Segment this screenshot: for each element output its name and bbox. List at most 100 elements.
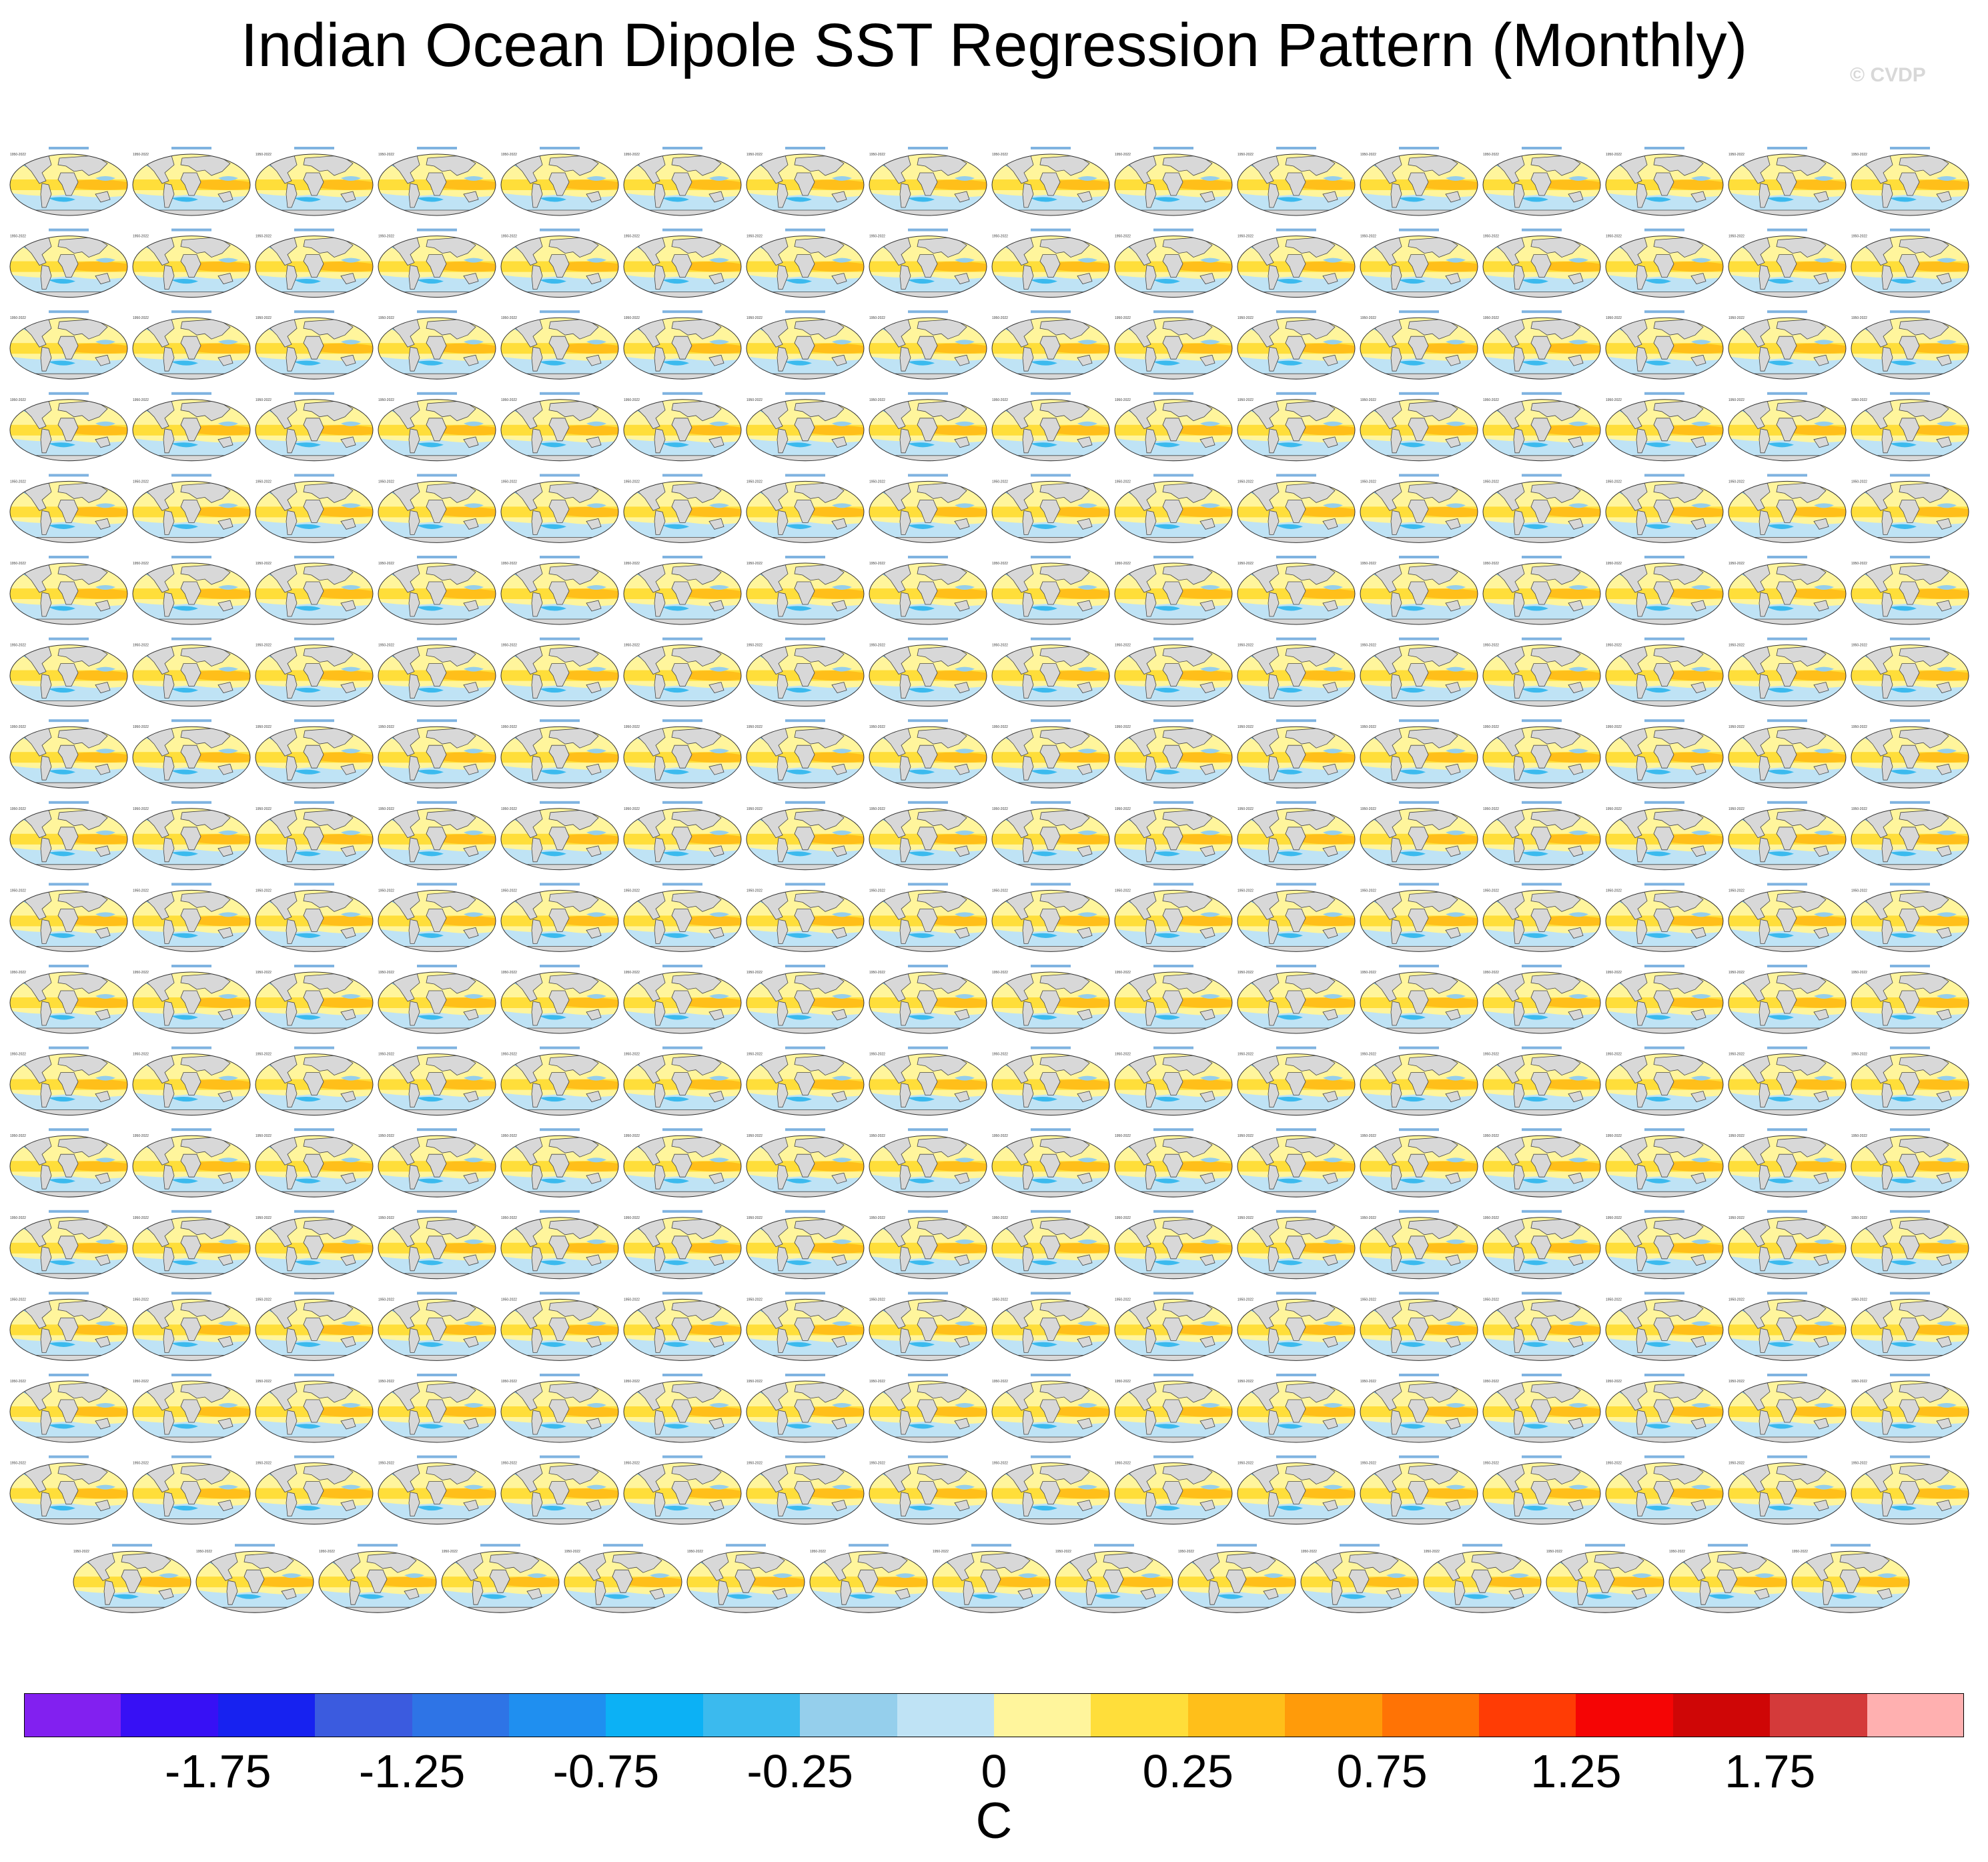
map-panel: [1115, 801, 1232, 870]
map-panel: [1851, 229, 1969, 298]
map-panel: [869, 883, 987, 951]
map-panel: [10, 556, 127, 624]
map-panel: [624, 1047, 741, 1115]
map-panel: [1483, 965, 1600, 1033]
map-panel: [256, 1210, 373, 1279]
map-panel: [501, 1210, 618, 1279]
map-panel: [1483, 474, 1600, 542]
map-panel: [10, 1047, 127, 1115]
map-panel: [747, 474, 864, 542]
map-panel: [1424, 1544, 1541, 1612]
map-panel: [624, 638, 741, 707]
map-panel: [1237, 1210, 1355, 1279]
colorbar-tick-label: -1.25: [358, 1745, 466, 1797]
map-panel: [1483, 229, 1600, 298]
colorbar-segment: [800, 1693, 898, 1737]
colorbar-segment: [1770, 1693, 1868, 1737]
map-panel: [10, 883, 127, 951]
map-panel: [1728, 229, 1846, 298]
map-panel: [1360, 1292, 1478, 1360]
map-panel: [992, 392, 1109, 461]
map-panel: [869, 310, 987, 379]
map-panel: [869, 1128, 987, 1197]
map-panel: [869, 1456, 987, 1524]
map-panel: [869, 1047, 987, 1115]
map-panel: [1360, 392, 1478, 461]
map-panel: [747, 719, 864, 788]
map-panel: [501, 1292, 618, 1360]
map-panel: [501, 1374, 618, 1442]
map-panel: [1606, 1210, 1723, 1279]
colorbar-tick-label: 0.75: [1336, 1745, 1428, 1797]
map-panel: [10, 310, 127, 379]
map-panel: [992, 1047, 1109, 1115]
map-panel: [1360, 229, 1478, 298]
map-panel: [1851, 147, 1969, 215]
map-panel: [1237, 229, 1355, 298]
map-panel: [747, 1210, 864, 1279]
map-panel: [1237, 1292, 1355, 1360]
map-panel: [256, 556, 373, 624]
map-panel: [256, 147, 373, 215]
map-panel: [992, 965, 1109, 1033]
map-panel: [1851, 1374, 1969, 1442]
map-panel: [992, 801, 1109, 870]
map-panel: [1728, 147, 1846, 215]
map-panel: [10, 638, 127, 707]
map-panel: [10, 719, 127, 788]
map-panel: [747, 1128, 864, 1197]
map-panel: [1115, 229, 1232, 298]
map-panel: [501, 638, 618, 707]
map-panel: [1483, 883, 1600, 951]
map-panel: [1360, 883, 1478, 951]
map-panel: [1483, 1128, 1600, 1197]
map-panel: [1728, 392, 1846, 461]
map-panel: [869, 556, 987, 624]
map-panel: [1606, 1292, 1723, 1360]
map-panel: [256, 1456, 373, 1524]
map-panel: [1483, 719, 1600, 788]
map-panel: [747, 556, 864, 624]
map-panel: [133, 1456, 250, 1524]
map-panel: [933, 1544, 1050, 1612]
map-panel: [1115, 1210, 1232, 1279]
colorbar-segment: [994, 1693, 1091, 1737]
map-panel: [624, 1374, 741, 1442]
map-panel: [869, 1210, 987, 1279]
map-panel: [624, 556, 741, 624]
map-panel: [378, 719, 496, 788]
map-panel: [1728, 556, 1846, 624]
map-panel: [133, 229, 250, 298]
map-panel: [10, 1128, 127, 1197]
map-panel: [1360, 1374, 1478, 1442]
map-panel: [1483, 1210, 1600, 1279]
map-panel: [1237, 310, 1355, 379]
colorbar-segment: [1479, 1693, 1576, 1737]
map-panel-grid: 1950-2022: [0, 0, 1988, 1668]
map-panel: [442, 1544, 559, 1612]
colorbar-segment: [1576, 1693, 1674, 1737]
map-panel: [1237, 1374, 1355, 1442]
map-panel: [1728, 310, 1846, 379]
map-panel: [1851, 801, 1969, 870]
map-panel: [1115, 1456, 1232, 1524]
map-panel: [1851, 883, 1969, 951]
map-panel: [256, 883, 373, 951]
map-panel: [564, 1544, 682, 1612]
map-panel: [992, 1128, 1109, 1197]
map-panel: [624, 1128, 741, 1197]
map-panel: [133, 1210, 250, 1279]
map-panel: [133, 1374, 250, 1442]
colorbar-tick-label: -0.25: [747, 1745, 853, 1797]
map-panel: [1728, 1292, 1846, 1360]
map-panel: [378, 1047, 496, 1115]
map-panel: [196, 1544, 314, 1612]
figure-title: Indian Ocean Dipole SST Regression Patte…: [240, 11, 1748, 79]
map-panel: [1115, 392, 1232, 461]
map-panel: [624, 310, 741, 379]
map-panel: [1851, 556, 1969, 624]
map-panel: [992, 556, 1109, 624]
map-panel: [501, 1456, 618, 1524]
map-panel: [1483, 310, 1600, 379]
map-panel: [869, 965, 987, 1033]
